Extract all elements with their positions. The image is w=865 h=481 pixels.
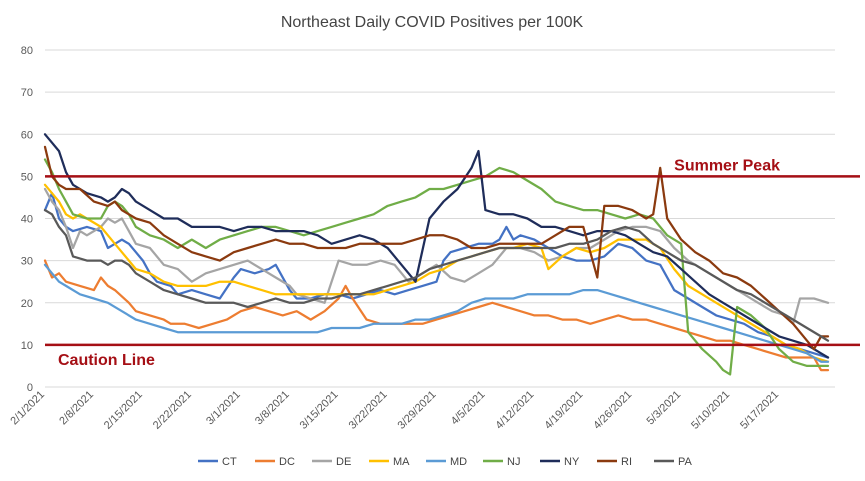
caution-line-label: Caution Line xyxy=(58,352,155,369)
series-line-pa xyxy=(43,208,830,342)
y-tick-label: 20 xyxy=(21,298,33,310)
series-line-ri xyxy=(43,145,830,351)
x-tick-label: 2/1/2021 xyxy=(8,389,47,428)
legend-label-nj: NJ xyxy=(507,456,520,468)
x-tick-label: 4/19/2021 xyxy=(542,389,585,432)
legend-label-ct: CT xyxy=(222,456,237,468)
y-axis-ticks: 0 10 20 30 40 50 60 70 80 xyxy=(21,45,33,394)
series-line-ct xyxy=(43,192,830,359)
x-tick-label: 5/10/2021 xyxy=(689,389,732,432)
x-tick-label: 3/29/2021 xyxy=(396,389,439,432)
series-line-md xyxy=(43,263,830,363)
legend-label-ri: RI xyxy=(621,456,632,468)
y-tick-label: 80 xyxy=(21,45,33,57)
y-tick-label: 70 xyxy=(21,87,33,99)
series-line-dc xyxy=(43,259,830,372)
x-tick-label: 5/17/2021 xyxy=(738,389,781,432)
y-tick-label: 40 xyxy=(21,214,33,226)
x-tick-label: 3/22/2021 xyxy=(347,389,390,432)
x-tick-label: 2/15/2021 xyxy=(102,389,145,432)
chart-title: Northeast Daily COVID Positives per 100K xyxy=(281,14,584,31)
legend: CT DC DE MA MD NJ NY RI PA xyxy=(198,456,693,468)
x-tick-label: 4/5/2021 xyxy=(449,389,488,428)
series-lines xyxy=(43,133,830,376)
x-tick-label: 2/22/2021 xyxy=(151,389,194,432)
legend-label-dc: DC xyxy=(279,456,295,468)
series-line-ny xyxy=(43,133,830,359)
summer-peak-label: Summer Peak xyxy=(674,157,780,174)
x-tick-label: 2/8/2021 xyxy=(57,389,96,428)
legend-label-md: MD xyxy=(450,456,467,468)
reference-lines: Summer Peak Caution Line xyxy=(45,157,860,369)
y-tick-label: 0 xyxy=(27,382,33,394)
legend-label-ma: MA xyxy=(393,456,410,468)
x-tick-label: 4/12/2021 xyxy=(493,389,536,432)
legend-label-pa: PA xyxy=(678,456,693,468)
y-tick-label: 50 xyxy=(21,171,33,183)
legend-label-de: DE xyxy=(336,456,351,468)
x-tick-label: 4/26/2021 xyxy=(591,389,634,432)
y-tick-label: 10 xyxy=(21,340,33,352)
x-tick-label: 3/15/2021 xyxy=(298,389,341,432)
x-tick-label: 5/3/2021 xyxy=(645,389,684,428)
y-tick-label: 60 xyxy=(21,129,33,141)
legend-label-ny: NY xyxy=(564,456,580,468)
series-line-nj xyxy=(43,158,830,376)
x-tick-label: 3/8/2021 xyxy=(253,389,292,428)
x-tick-label: 3/1/2021 xyxy=(204,389,243,428)
y-tick-label: 30 xyxy=(21,256,33,268)
x-axis-ticks: 2/1/2021 2/8/2021 2/15/2021 2/22/2021 3/1/20… xyxy=(8,389,781,432)
